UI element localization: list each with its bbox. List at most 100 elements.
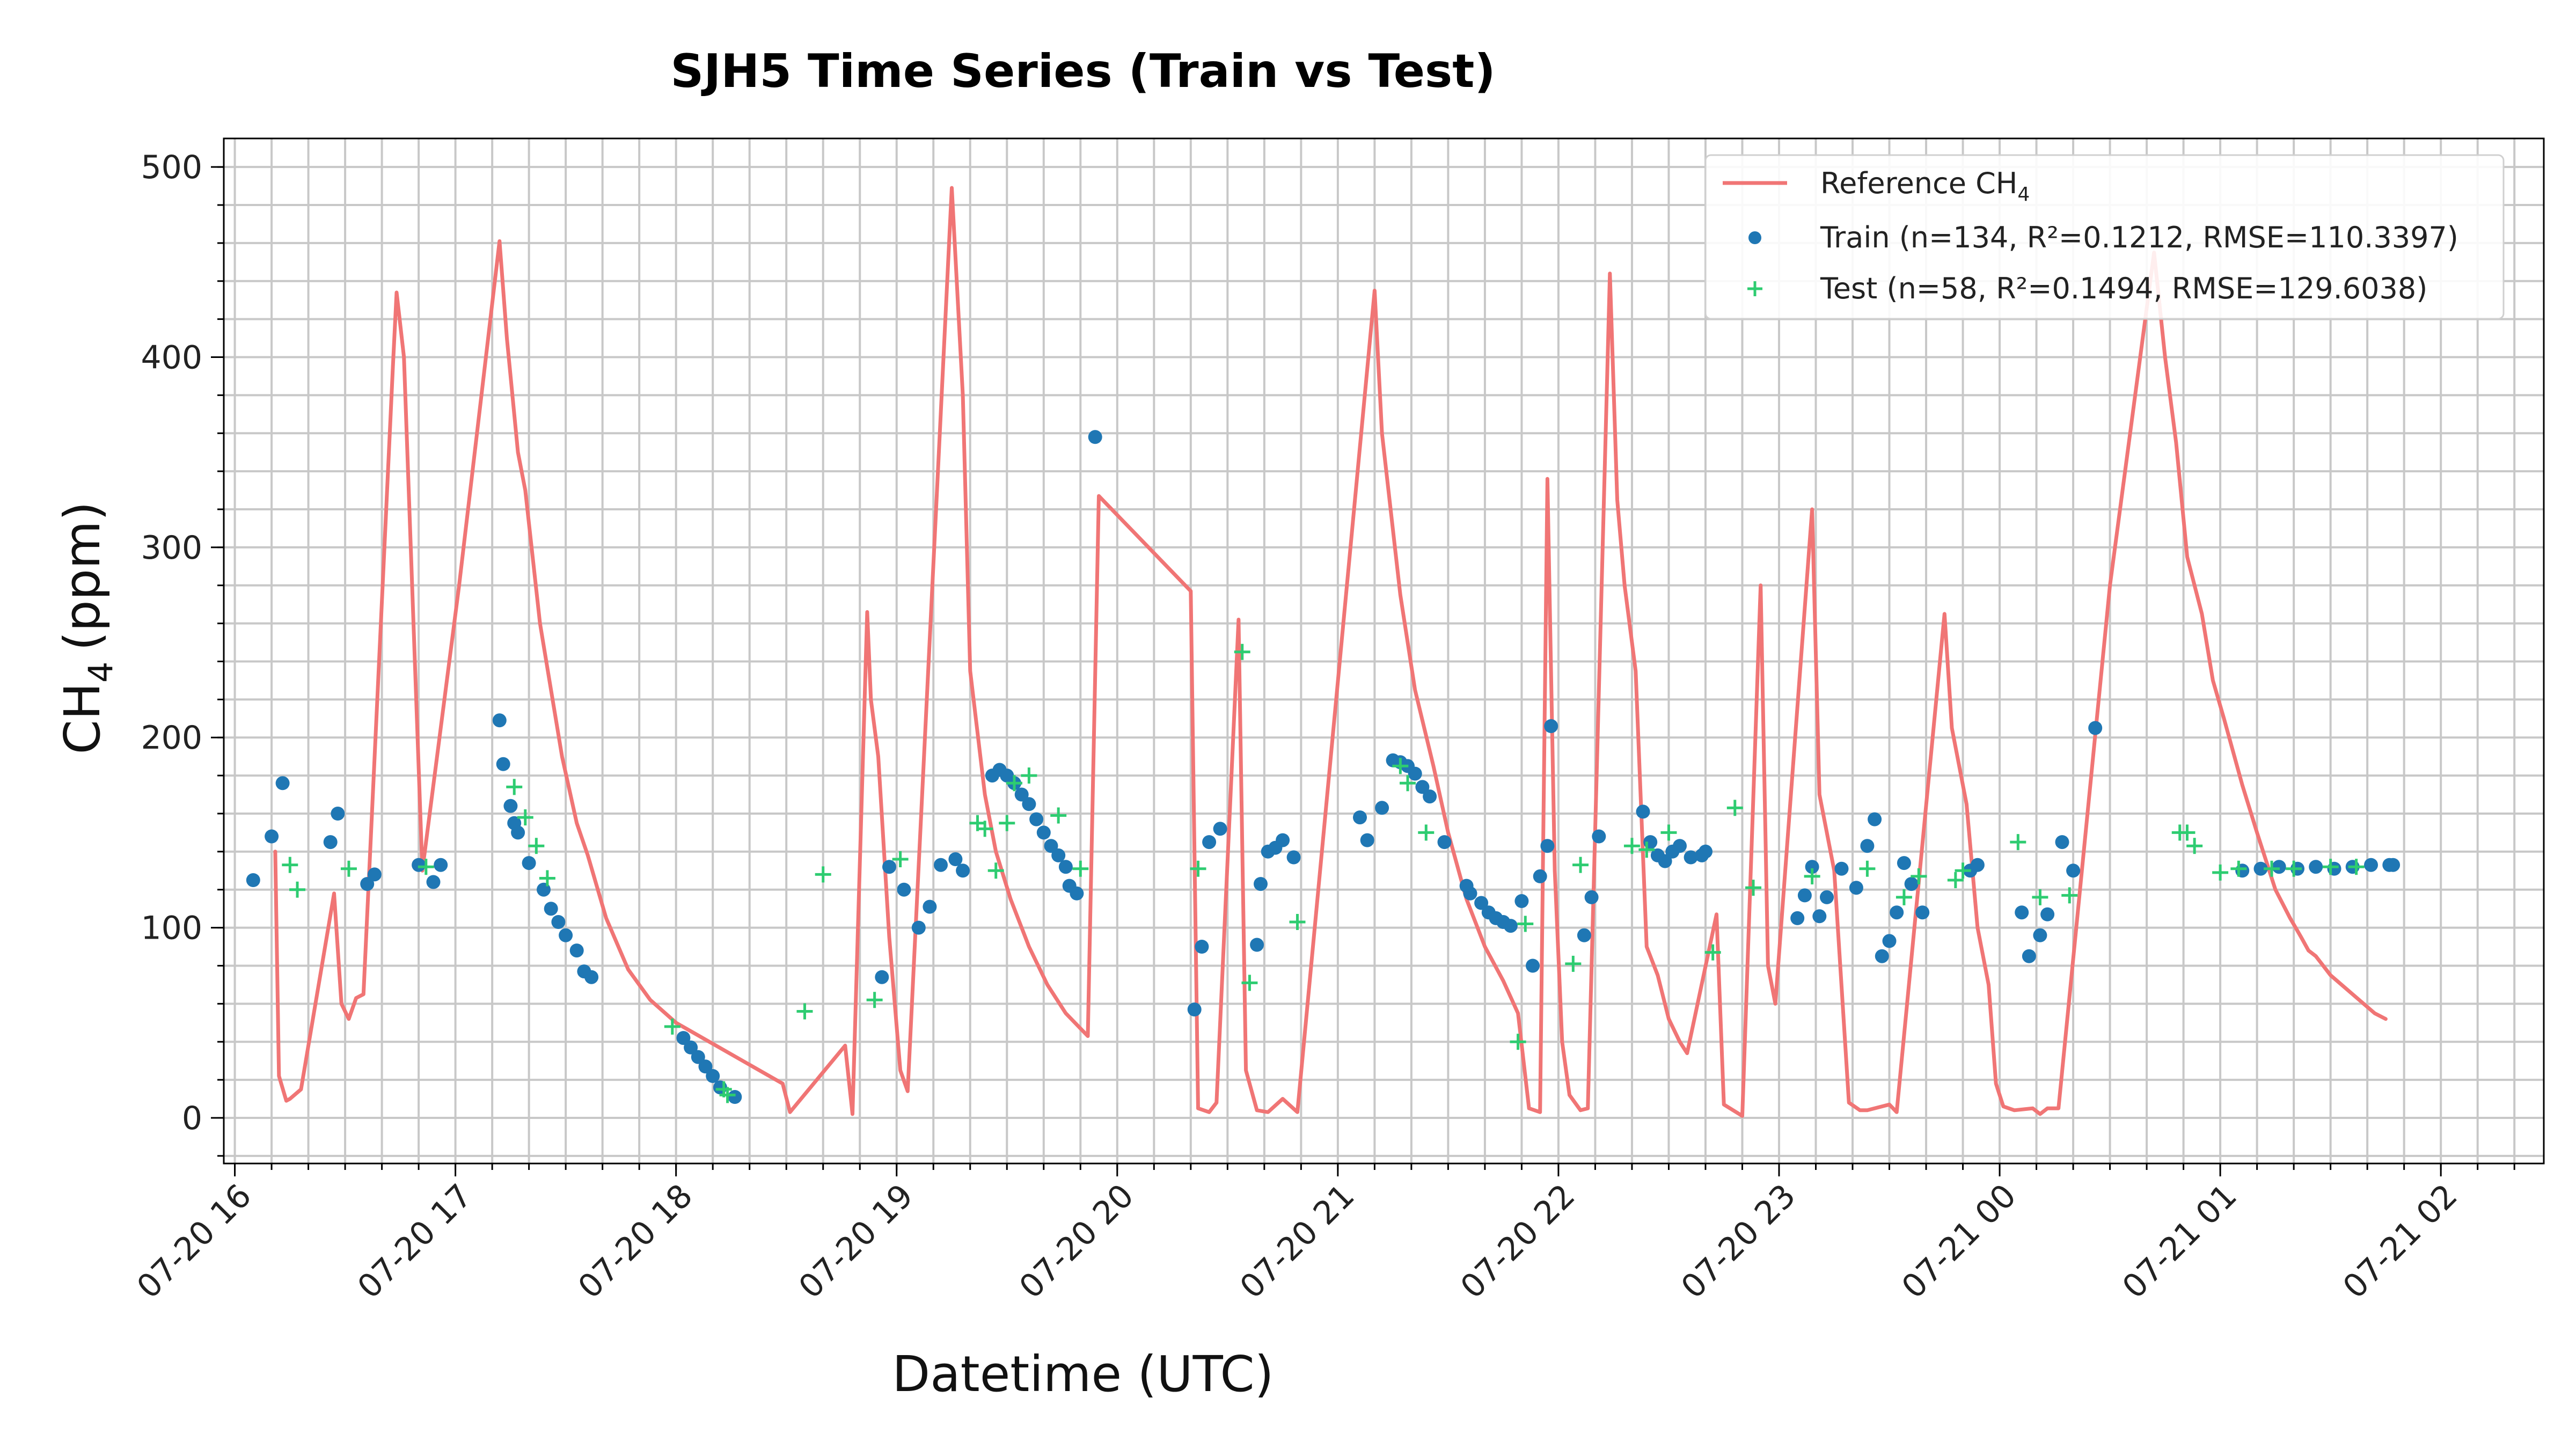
y-tick-label: 200	[141, 719, 202, 757]
train-point	[2253, 861, 2268, 876]
test-point	[892, 851, 909, 868]
train-point	[897, 882, 911, 897]
legend-test-label: Test (n=58, R²=0.1494, RMSE=129.6038)	[1820, 272, 2427, 305]
test-point	[1660, 824, 1677, 841]
test-point	[539, 870, 555, 887]
test-point	[506, 779, 523, 795]
test-point	[1418, 824, 1435, 841]
test-point	[1072, 860, 1089, 877]
train-point	[1503, 919, 1518, 933]
train-point	[426, 875, 441, 889]
train-point	[728, 1090, 742, 1104]
train-point	[1526, 958, 1540, 973]
train-point	[1202, 835, 1217, 850]
test-point	[1006, 775, 1022, 792]
train-series	[246, 430, 2401, 1104]
test-point	[987, 862, 1004, 879]
test-point	[1896, 889, 1912, 905]
train-point	[1540, 839, 1555, 853]
train-point	[2364, 858, 2378, 872]
train-point	[246, 873, 260, 887]
train-point	[1276, 833, 1290, 847]
y-axis-label-main: CH	[54, 683, 111, 754]
y-tick-label: 400	[141, 339, 202, 377]
train-point	[1029, 812, 1044, 826]
train-point	[1658, 854, 1672, 868]
train-point	[2272, 860, 2286, 874]
train-point	[1849, 881, 1863, 895]
test-point	[1955, 862, 1971, 879]
test-point	[1804, 868, 1820, 884]
train-point	[2022, 949, 2036, 963]
train-point	[2386, 858, 2401, 872]
train-point	[1904, 877, 1919, 891]
y-axis-label: CH4 (ppm)	[54, 501, 120, 754]
test-point	[1510, 1034, 1526, 1050]
train-point	[1286, 850, 1301, 865]
train-point	[1868, 812, 1882, 826]
train-point	[434, 858, 448, 872]
y-axis-ticks: 0 100 200 300 400 500	[141, 149, 224, 1157]
y-tick-label: 300	[141, 529, 202, 567]
test-point	[999, 815, 1015, 831]
train-point	[584, 970, 599, 984]
test-point	[1289, 913, 1306, 930]
test-point	[1565, 955, 1582, 972]
chart-title: SJH5 Time Series (Train vs Test)	[670, 45, 1495, 98]
test-point	[2322, 859, 2339, 875]
test-point	[1638, 841, 1655, 858]
test-point	[1726, 800, 1743, 816]
plot-frame	[223, 137, 2545, 1165]
train-point	[1463, 886, 1477, 901]
train-point	[698, 1059, 713, 1074]
train-point	[1820, 890, 1834, 904]
test-point	[2032, 889, 2048, 905]
train-point	[1882, 934, 1897, 948]
y-tick-label: 500	[141, 149, 202, 186]
train-point	[1423, 789, 1437, 804]
test-point	[1021, 767, 1037, 784]
test-point	[1745, 880, 1762, 896]
train-point	[1533, 869, 1547, 883]
legend: Reference CH4 Train (n=134, R²=0.1212, R…	[1704, 154, 2505, 320]
train-point	[1673, 839, 1687, 853]
train-point	[706, 1069, 720, 1083]
plot-area	[246, 186, 2401, 1118]
train-point	[2015, 905, 2029, 920]
legend-reference-main: Reference CH	[1820, 166, 2017, 200]
train-point	[1897, 856, 1911, 870]
y-axis-label-subscript: 4	[81, 662, 120, 683]
test-point	[796, 1003, 813, 1020]
train-point	[1036, 825, 1051, 840]
test-point	[1517, 916, 1534, 932]
y-tick-label: 0	[182, 1100, 202, 1137]
train-point	[1797, 888, 1812, 903]
train-point	[1790, 911, 1805, 925]
train-point	[1584, 890, 1599, 904]
legend-reference-label: Reference CH4	[1820, 166, 2030, 206]
legend-train-swatch	[1748, 231, 1761, 244]
train-point	[882, 860, 896, 874]
test-point	[1190, 860, 1206, 877]
train-point	[496, 757, 510, 771]
train-point	[1915, 905, 1930, 920]
train-point	[875, 970, 889, 984]
train-point	[360, 877, 375, 891]
test-point	[1911, 868, 1927, 884]
test-point	[1400, 775, 1416, 792]
train-point	[1070, 886, 1084, 901]
train-point	[1375, 801, 1389, 815]
train-point	[911, 920, 926, 935]
train-point	[412, 858, 426, 872]
train-point	[1684, 850, 1698, 865]
test-point	[418, 859, 434, 875]
train-point	[569, 943, 584, 958]
train-point	[691, 1050, 705, 1064]
train-point	[2066, 863, 2081, 878]
y-tick-label: 100	[141, 910, 202, 947]
test-point	[282, 857, 298, 873]
train-point	[1213, 822, 1227, 836]
test-point	[1572, 857, 1589, 873]
test-point	[1050, 807, 1067, 824]
